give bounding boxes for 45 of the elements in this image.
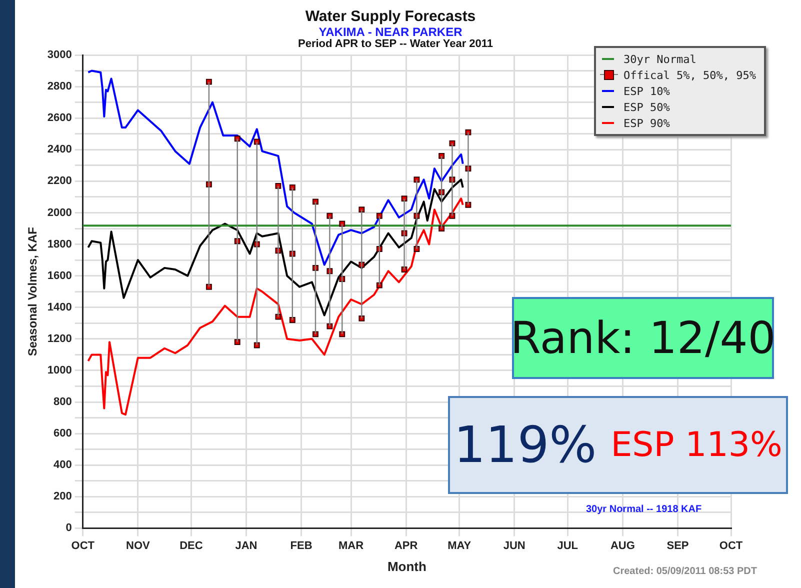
x-tick-label: JUL	[557, 540, 578, 552]
y-tick-label: 800	[54, 396, 72, 408]
x-tick-label: FEB	[290, 540, 312, 552]
x-tick-label: AUG	[610, 540, 635, 552]
y-tick-label: 2000	[47, 206, 72, 219]
point	[339, 331, 346, 338]
text: Created: 05/09/2011 08:53 PDT	[613, 566, 757, 577]
annotation: 30yr Normal -- 1918 KAF	[586, 504, 702, 515]
chart-subtitle: YAKIMA - NEAR PARKER	[318, 25, 464, 39]
x-tick-label: MAY	[448, 540, 472, 552]
y-tick-label: 2600	[47, 112, 72, 124]
x-tick-label: JAN	[235, 540, 258, 552]
x-axis-title: Month	[387, 558, 426, 574]
y-tick-label: 1800	[47, 238, 72, 250]
y-tick-label: 2400	[47, 144, 72, 156]
legend-label: 30yr Normal	[624, 52, 696, 66]
y-tick-label: 0	[66, 522, 72, 534]
annotation: Rank: 12/40	[510, 297, 776, 379]
y-tick-label: 400	[54, 459, 72, 472]
x-tick-label: OCT	[719, 540, 743, 552]
y-tick-label: 1600	[47, 270, 72, 282]
x-tick-label: SEP	[666, 540, 689, 552]
text: Period APR to SEP -- Water Year 2011	[298, 38, 494, 50]
y-tick-label: 200	[54, 490, 72, 503]
legend-label: ESP 10%	[624, 84, 670, 98]
x-tick-label: APR	[394, 540, 418, 552]
x-tick-label: NOV	[126, 540, 150, 552]
annotation: ESP 113%	[610, 425, 782, 465]
y-tick-label: 2800	[47, 80, 72, 93]
chart-title: Water Supply Forecasts	[304, 8, 477, 25]
y-tick-label: 1200	[47, 332, 72, 345]
legend-label: Offical 5%, 50%, 95%	[624, 68, 756, 82]
x-tick-label: DEC	[180, 540, 203, 552]
y-axis-title: Seasonal Volmes, KAF	[26, 227, 40, 356]
x-tick-label: JUN	[503, 540, 526, 552]
annotation: 119%	[454, 416, 597, 474]
y-tick-label: 600	[54, 428, 72, 440]
x-tick-label: MAR	[338, 540, 364, 552]
x-tick-label: OCT	[71, 540, 95, 552]
y-tick-label: 1400	[47, 301, 72, 314]
y-tick-label: 2200	[47, 175, 72, 188]
legend-label: ESP 90%	[624, 116, 670, 130]
y-tick-label: 3000	[47, 49, 72, 62]
y-tick-label: 1000	[47, 364, 72, 376]
legend-label: ESP 50%	[624, 100, 670, 114]
